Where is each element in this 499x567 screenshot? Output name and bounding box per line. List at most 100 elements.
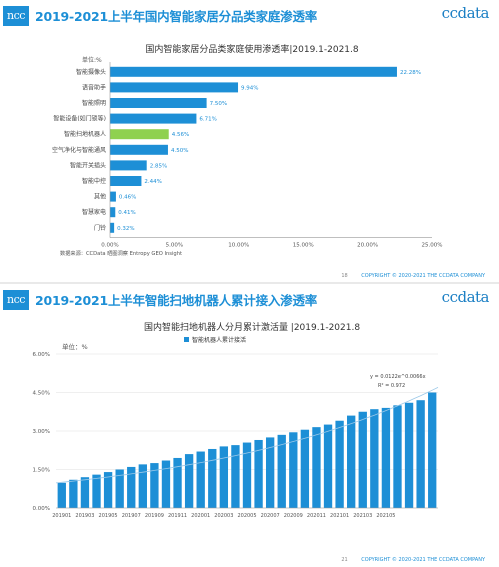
category-bar <box>110 113 197 124</box>
slide-category-penetration: ncc 2019-2021上半年国内智能家居分品类家庭渗透率 ccdata 国内… <box>0 0 499 283</box>
category-penetration-chart: 国内智能家居分品类家庭使用渗透率|2019.1-2021.8 单位:% 智能摄像… <box>52 43 443 249</box>
month-bar <box>242 442 252 508</box>
x-tick-label: 25.00% <box>422 243 443 249</box>
month-bar <box>208 448 217 508</box>
category-label: 空气净化与智能通风 <box>52 146 106 154</box>
category-label: 智能中控 <box>82 177 106 185</box>
value-label: 9.94% <box>241 85 258 91</box>
category-bar <box>110 222 115 233</box>
y-tick-label: 6.00% <box>33 352 50 358</box>
legend-swatch <box>184 337 189 342</box>
month-bar <box>150 463 159 508</box>
r-squared: R² = 0.972 <box>378 383 405 389</box>
category-bar <box>110 191 116 202</box>
month-bar <box>277 434 286 508</box>
month-bar <box>289 432 298 508</box>
y-tick-label: 4.50% <box>33 391 50 397</box>
footer: 21 COPYRIGHT © 2020-2021 THE CCDATA COMP… <box>341 557 485 563</box>
value-label: 22.28% <box>400 70 421 76</box>
value-label: 0.46% <box>119 195 136 201</box>
y-tick-label: 3.00% <box>33 429 50 435</box>
category-label: 智能扫地机器人 <box>64 130 106 138</box>
category-bar <box>110 66 397 77</box>
month-bar <box>161 460 171 508</box>
x-tick-label: 201901 <box>52 513 71 519</box>
category-label: 智能照明 <box>82 99 106 107</box>
month-bar <box>312 427 321 508</box>
value-label: 4.50% <box>171 148 188 154</box>
copyright: COPYRIGHT © 2020-2021 THE CCDATA COMPANY <box>361 273 485 279</box>
chart-title: 国内智能家居分品类家庭使用渗透率|2019.1-2021.8 <box>145 43 359 55</box>
legend-label: 智能机器人累计接活 <box>192 336 246 344</box>
month-bar <box>92 474 101 508</box>
data-source: 数据来源：CCData 晒图洞察 Entropy GEO Insight <box>60 251 183 257</box>
x-tick-label: 202011 <box>307 513 326 519</box>
category-label: 其他 <box>94 193 106 201</box>
category-label: 智慧家电 <box>82 208 106 216</box>
slide-robot-penetration: ncc 2019-2021上半年智能扫地机器人累计接入渗透率 ccdata 国内… <box>0 284 499 567</box>
unit-label: 单位:% <box>82 56 102 64</box>
x-tick-label: 15.00% <box>293 243 314 249</box>
value-label: 2.44% <box>144 179 161 185</box>
x-tick-label: 202101 <box>330 513 349 519</box>
page-number: 18 <box>341 273 348 279</box>
x-tick-label: 202105 <box>376 513 395 519</box>
month-bar <box>393 405 402 508</box>
month-bar <box>80 477 90 508</box>
chart-title: 国内智能扫地机器人分月累计激活量 |2019.1-2021.8 <box>144 321 360 333</box>
slide-title: 2019-2021上半年国内智能家居分品类家庭渗透率 <box>35 9 318 24</box>
x-tick-label: 20.00% <box>357 243 378 249</box>
category-bar <box>110 207 116 218</box>
x-tick-label: 202005 <box>237 513 256 519</box>
x-tick-label: 201905 <box>99 513 118 519</box>
copyright: COPYRIGHT © 2020-2021 THE CCDATA COMPANY <box>361 557 485 563</box>
value-label: 4.56% <box>172 132 189 138</box>
month-bar <box>103 472 113 508</box>
category-label: 语音助手 <box>82 83 106 91</box>
x-tick-label: 202003 <box>214 513 233 519</box>
x-tick-label: 201903 <box>75 513 94 519</box>
x-tick-label: 201911 <box>168 513 187 519</box>
x-tick-label: 10.00% <box>228 243 249 249</box>
trend-line <box>55 387 439 484</box>
category-bar <box>110 160 147 171</box>
y-tick-label: 1.50% <box>33 468 50 474</box>
category-bar <box>110 98 207 108</box>
y-tick-label: 0.00% <box>33 506 50 512</box>
x-tick-label: 201907 <box>122 513 141 519</box>
month-bar <box>347 415 356 508</box>
category-bar <box>110 144 168 155</box>
ccdata-logo: ccdata <box>441 4 490 22</box>
month-bar <box>138 464 147 508</box>
month-bar <box>265 437 275 508</box>
month-bar <box>115 469 124 508</box>
month-bar <box>254 439 263 508</box>
month-bar <box>196 451 205 508</box>
x-tick-label: 0.00% <box>101 243 118 249</box>
page-number: 21 <box>341 557 348 563</box>
month-bar <box>57 482 66 508</box>
x-tick-label: 202009 <box>284 513 303 519</box>
month-bar <box>381 407 391 508</box>
ccdata-logo: ccdata <box>441 288 490 306</box>
x-tick-label: 5.00% <box>166 243 183 249</box>
month-bar <box>358 411 367 508</box>
value-label: 2.85% <box>150 163 167 169</box>
category-label: 智能设备(如门锁等) <box>53 115 106 123</box>
month-bar <box>127 466 136 508</box>
month-bar <box>300 429 310 508</box>
month-bar <box>335 420 344 508</box>
robot-penetration-chart: 国内智能扫地机器人分月累计激活量 |2019.1-2021.8 智能机器人累计接… <box>33 321 439 519</box>
month-bar <box>428 392 437 508</box>
unit-label: 单位：% <box>62 342 88 351</box>
trend-equation: y = 0.0122e^0.0066x <box>370 374 426 380</box>
category-label: 智能开关插头 <box>70 161 106 169</box>
value-label: 0.32% <box>117 226 134 232</box>
x-tick-label: 202007 <box>261 513 280 519</box>
month-bar <box>69 479 78 508</box>
category-bar <box>110 176 142 186</box>
x-tick-label: 202103 <box>353 513 372 519</box>
slide-divider <box>0 282 499 285</box>
month-bar <box>323 424 333 508</box>
value-label: 6.71% <box>199 117 216 123</box>
